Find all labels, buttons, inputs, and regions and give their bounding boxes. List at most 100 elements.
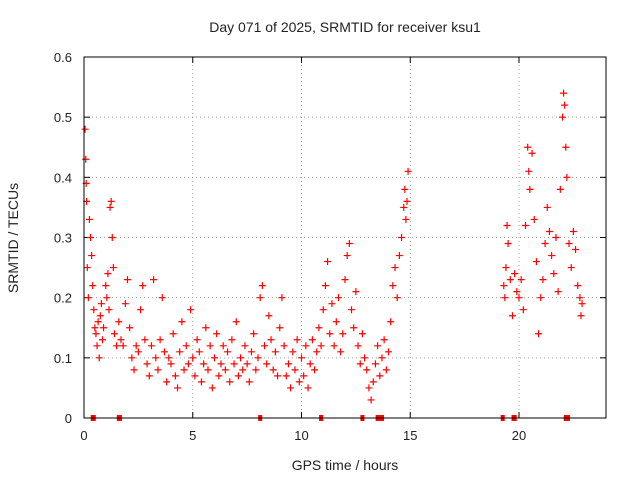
data-point (402, 215, 410, 223)
data-point (152, 354, 160, 362)
data-point (191, 372, 199, 380)
data-point (361, 354, 369, 362)
data-point (102, 282, 110, 290)
data-point (278, 294, 286, 302)
data-point (97, 300, 105, 308)
data-point (230, 360, 238, 368)
data-point (291, 366, 299, 374)
data-point (302, 342, 310, 350)
data-point (326, 330, 334, 338)
data-point (284, 360, 292, 368)
data-point (374, 342, 382, 350)
data-point (226, 378, 234, 386)
data-point (100, 324, 108, 332)
data-point (358, 330, 366, 338)
data-point (280, 342, 288, 350)
data-point (403, 197, 411, 205)
data-point (385, 348, 392, 356)
data-point (560, 89, 568, 97)
data-point (391, 264, 399, 272)
data-point (115, 318, 123, 326)
data-point (395, 252, 403, 260)
data-point (137, 306, 145, 314)
data-point (317, 342, 325, 350)
data-point (180, 366, 188, 374)
data-point (387, 318, 395, 326)
data-point (535, 330, 543, 338)
data-point (293, 336, 301, 344)
data-point (382, 366, 390, 374)
data-point (265, 312, 273, 320)
data-point (376, 372, 384, 380)
data-point (352, 288, 360, 296)
data-point (84, 294, 92, 302)
data-point (247, 348, 255, 356)
data-point (82, 155, 90, 163)
data-point (519, 306, 527, 314)
data-point (208, 384, 216, 392)
data-point (328, 300, 336, 308)
data-point (167, 360, 175, 368)
axis-ticks: 0 0.1 0.2 0.3 0.4 0.5 0.6 0 5 10 15 20 (54, 50, 606, 443)
data-point (576, 294, 584, 302)
data-point (178, 318, 186, 326)
data-point (176, 348, 184, 356)
data-point (339, 330, 347, 338)
data-point (513, 288, 521, 296)
data-point (269, 366, 277, 374)
data-point (88, 252, 96, 260)
chart-title: Day 071 of 2025, SRMTID for receiver ksu… (209, 19, 481, 35)
data-point (298, 354, 305, 362)
data-point (350, 324, 358, 332)
data-point (215, 372, 223, 380)
data-point (508, 312, 516, 320)
data-point (204, 366, 212, 374)
y-tick-label: 0.6 (54, 50, 72, 65)
data-point (380, 336, 388, 344)
data-point (343, 252, 351, 260)
data-point (552, 234, 560, 241)
x-tick-label: 5 (189, 428, 196, 443)
y-tick-label: 0 (65, 411, 72, 426)
data-point (224, 348, 232, 356)
data-point (578, 300, 586, 308)
data-point (319, 306, 327, 314)
data-point (393, 294, 401, 302)
data-point (228, 336, 236, 344)
data-point (106, 203, 114, 211)
data-point (541, 240, 549, 248)
data-point (241, 342, 249, 350)
data-point (367, 396, 375, 404)
data-point (254, 354, 262, 362)
data-point (401, 185, 409, 193)
data-point (81, 125, 89, 133)
data-point (232, 318, 240, 326)
data-point (572, 246, 580, 254)
data-point (182, 342, 190, 350)
data-point (193, 336, 201, 344)
data-point (404, 167, 412, 175)
x-tick-label: 10 (294, 428, 308, 443)
data-point (95, 354, 103, 362)
data-point (211, 354, 218, 362)
data-point (559, 113, 566, 121)
data-point (276, 324, 284, 332)
data-point (515, 294, 523, 302)
x-tick-label: 15 (403, 428, 417, 443)
data-point (158, 294, 166, 302)
data-point (126, 324, 134, 332)
data-point (548, 252, 556, 260)
data-point (354, 342, 362, 350)
x-tick-label: 20 (512, 428, 526, 443)
data-point (174, 384, 182, 392)
data-point (117, 336, 125, 344)
data-point (219, 342, 227, 350)
data-point (160, 348, 168, 356)
data-point (334, 294, 342, 302)
data-point (134, 348, 142, 356)
data-point (500, 282, 508, 290)
data-point (256, 294, 264, 302)
data-point (530, 215, 538, 223)
data-point (539, 276, 547, 284)
